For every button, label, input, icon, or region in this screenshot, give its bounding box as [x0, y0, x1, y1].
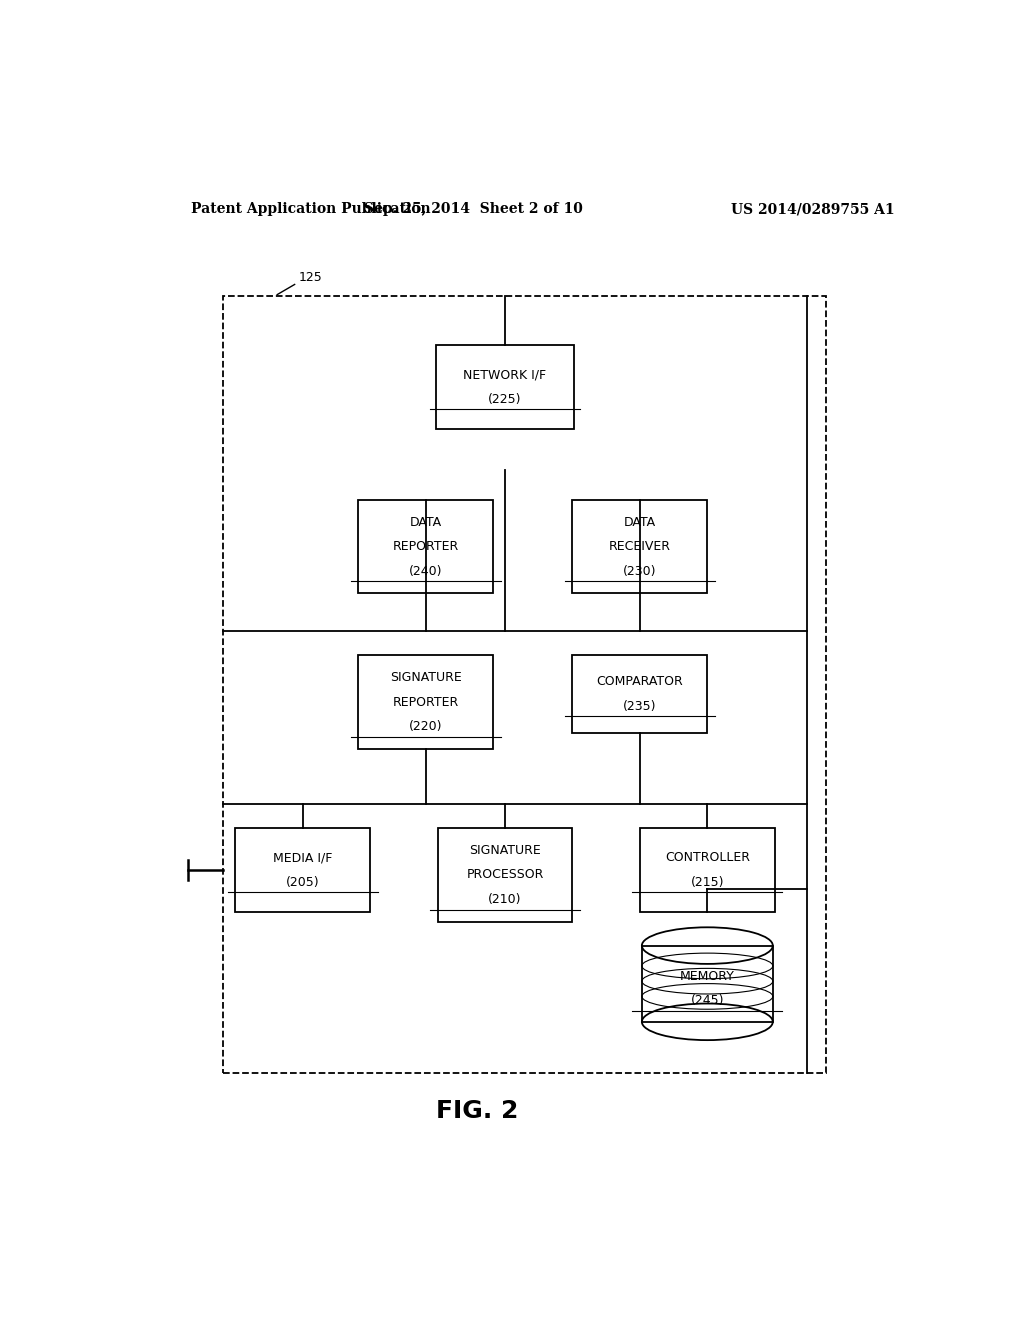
Text: SIGNATURE: SIGNATURE — [469, 843, 541, 857]
Text: NETWORK I/F: NETWORK I/F — [464, 368, 547, 381]
Bar — [572, 500, 708, 594]
Bar — [358, 500, 494, 594]
Bar — [640, 828, 775, 912]
Bar — [642, 945, 773, 1022]
Text: FIG. 2: FIG. 2 — [436, 1098, 518, 1123]
Bar — [358, 656, 494, 748]
Bar — [435, 346, 574, 429]
Text: (245): (245) — [690, 994, 724, 1007]
Text: (210): (210) — [488, 892, 521, 906]
Text: (205): (205) — [286, 875, 319, 888]
Text: Patent Application Publication: Patent Application Publication — [191, 202, 431, 216]
Text: Sep. 25, 2014  Sheet 2 of 10: Sep. 25, 2014 Sheet 2 of 10 — [364, 202, 583, 216]
Text: DATA: DATA — [624, 516, 656, 529]
Text: (215): (215) — [690, 875, 724, 888]
Text: SIGNATURE: SIGNATURE — [390, 672, 462, 684]
Bar — [572, 656, 708, 733]
Bar — [236, 828, 370, 912]
Text: COMPARATOR: COMPARATOR — [597, 676, 683, 688]
Text: MEDIA I/F: MEDIA I/F — [273, 851, 332, 865]
Text: PROCESSOR: PROCESSOR — [466, 869, 544, 882]
Text: REPORTER: REPORTER — [392, 540, 459, 553]
Text: US 2014/0289755 A1: US 2014/0289755 A1 — [731, 202, 895, 216]
Bar — [437, 828, 572, 921]
Text: RECEIVER: RECEIVER — [609, 540, 671, 553]
Text: DATA: DATA — [410, 516, 441, 529]
Text: CONTROLLER: CONTROLLER — [665, 851, 750, 865]
Text: 125: 125 — [299, 272, 323, 284]
Text: (240): (240) — [409, 565, 442, 578]
Text: (225): (225) — [488, 393, 521, 405]
Text: (230): (230) — [624, 565, 656, 578]
Text: (235): (235) — [624, 700, 656, 713]
Text: MEMORY: MEMORY — [680, 970, 735, 983]
Text: REPORTER: REPORTER — [392, 696, 459, 709]
Text: (220): (220) — [409, 721, 442, 733]
Bar — [223, 296, 826, 1073]
